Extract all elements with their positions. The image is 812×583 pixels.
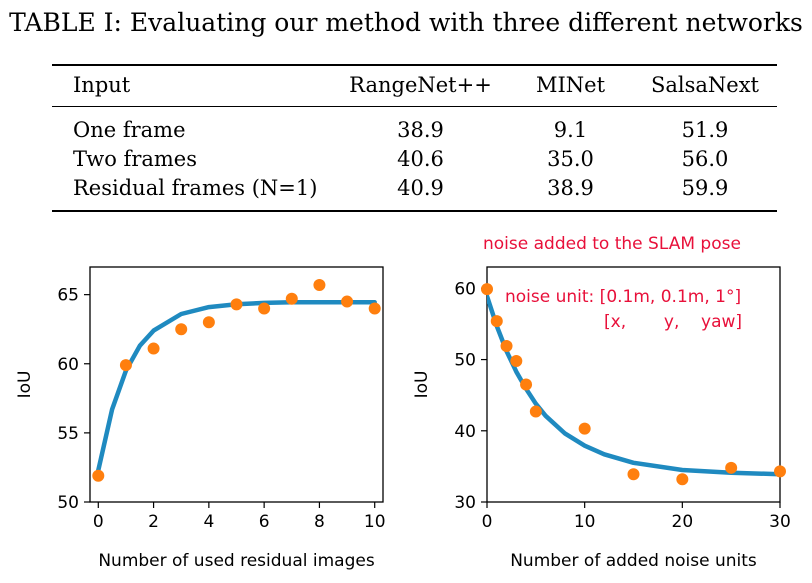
data-point (119, 359, 132, 372)
x-tick-label: 10 (574, 512, 596, 532)
fit-curve (96, 299, 377, 473)
left-axes-frame (89, 266, 384, 503)
data-point (725, 461, 738, 474)
data-point (368, 302, 381, 315)
data-point (313, 278, 326, 291)
data-point (230, 298, 243, 311)
data-point (520, 378, 533, 391)
y-tick-label: 60 (454, 279, 476, 299)
fit-curve (487, 293, 780, 477)
chart-title: noise added to the SLAM pose (483, 234, 741, 254)
table-cell: 9.1 (553, 117, 588, 142)
data-point (676, 473, 689, 486)
data-point (510, 355, 523, 367)
row-label: One frame (73, 117, 186, 142)
results-table: Input RangeNet++ MINet SalsaNext One fra… (52, 64, 777, 212)
data-point (175, 323, 188, 336)
y-tick-label: 65 (57, 286, 79, 306)
y-tick-label: 50 (454, 351, 476, 371)
y-axis-label: IoU (15, 371, 35, 399)
y-tick-label: 60 (57, 355, 79, 375)
table-cell: 59.9 (681, 175, 729, 200)
header-minet: MINet (535, 73, 606, 97)
right-axes-frame (486, 266, 781, 503)
row-label: Residual frames (N=1) (73, 175, 318, 200)
y-tick-label: 50 (57, 493, 79, 513)
table-cell: 51.9 (681, 117, 729, 142)
table-cell: 38.9 (547, 175, 594, 200)
data-point (774, 465, 786, 478)
header-rangenet: RangeNet++ (349, 73, 492, 97)
data-point (341, 295, 354, 308)
x-tick-label: 4 (203, 512, 214, 532)
data-point (490, 315, 503, 328)
row-label: Two frames (73, 146, 198, 171)
table-cell: 56.0 (681, 146, 729, 171)
data-point (258, 302, 271, 315)
data-point (578, 422, 591, 435)
x-tick-label: 8 (314, 512, 325, 532)
table-row: Residual frames (N=1) 40.9 38.9 59.9 (52, 173, 777, 211)
x-axis-label: Number of added noise units (510, 551, 757, 571)
x-tick-label: 6 (259, 512, 270, 532)
header-salsanext: SalsaNext (650, 73, 759, 97)
data-point (285, 292, 298, 305)
data-point (202, 316, 215, 329)
y-tick-label: 30 (454, 493, 476, 513)
data-point (481, 283, 493, 296)
table-header-row: Input RangeNet++ MINet SalsaNext (52, 65, 777, 107)
header-input: Input (73, 73, 131, 97)
table-row: One frame 38.9 9.1 51.9 (52, 107, 777, 145)
annotation-line-1: noise unit: [0.1m, 0.1m, 1°] (505, 287, 741, 307)
table-cell: 40.9 (397, 175, 444, 200)
data-point (147, 342, 160, 355)
data-point (92, 469, 105, 482)
x-tick-label: 0 (482, 512, 493, 532)
x-tick-label: 10 (364, 512, 386, 532)
table-row: Two frames 40.6 35.0 56.0 (52, 144, 777, 173)
charts-area: 0 2 4 6 8 10 50 55 60 65 Number of used residual i… (15, 234, 791, 571)
table-caption: TABLE I: Evaluating our method with thre… (9, 8, 803, 37)
annotation-line-2: [x, y, yaw] (604, 312, 742, 332)
y-tick-label: 55 (57, 424, 79, 444)
x-tick-label: 20 (672, 512, 694, 532)
data-point (627, 468, 640, 481)
x-axis-label: Number of used residual images (98, 551, 374, 571)
table-cell: 35.0 (547, 146, 594, 171)
x-tick-label: 0 (93, 512, 104, 532)
data-point (529, 405, 542, 418)
x-tick-label: 2 (148, 512, 159, 532)
data-point (500, 340, 513, 353)
y-tick-label: 40 (454, 422, 476, 442)
left-chart: 0 2 4 6 8 10 50 55 60 65 Number of used residual i… (15, 266, 386, 571)
y-axis-label: IoU (412, 371, 432, 399)
x-tick-label: 30 (769, 512, 791, 532)
table-cell: 40.6 (397, 146, 444, 171)
table-cell: 38.9 (397, 117, 444, 142)
right-chart: 0 10 20 30 30 40 50 60 Number of added noise uni… (412, 234, 791, 571)
